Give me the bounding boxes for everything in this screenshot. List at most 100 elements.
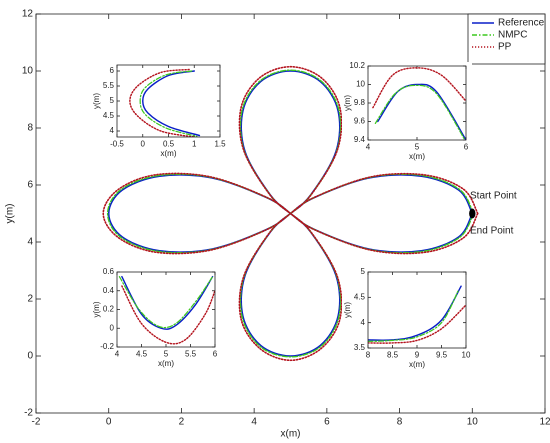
x-tick-label: 4 xyxy=(366,142,371,151)
y-tick-label: 0 xyxy=(27,351,33,362)
series-line xyxy=(118,276,214,329)
y-tick-label: 10 xyxy=(22,66,34,77)
legend-label: Reference xyxy=(498,18,545,29)
x-tick-label: 1.5 xyxy=(214,139,226,148)
x-axis-label: x(m) xyxy=(161,149,177,158)
series-line xyxy=(142,70,201,137)
lines xyxy=(129,68,201,137)
series-line xyxy=(368,289,460,343)
y-tick-label: 10.2 xyxy=(349,61,365,70)
x-tick-label: 1 xyxy=(192,139,197,148)
y-tick-label: 4 xyxy=(27,237,33,248)
lines xyxy=(372,67,466,140)
y-tick-label: 9.8 xyxy=(354,98,366,107)
plot-frame xyxy=(116,64,221,138)
annotation: End Point xyxy=(470,226,514,237)
y-tick-label: 0.2 xyxy=(103,305,115,314)
y-tick-label: 10 xyxy=(356,80,365,89)
lines xyxy=(368,285,466,344)
x-tick-label: 9 xyxy=(415,350,420,359)
series-line xyxy=(121,275,214,330)
series-line xyxy=(368,304,466,344)
y-axis-label: y(m) xyxy=(343,302,352,318)
x-tick-label: 5 xyxy=(415,142,420,151)
y-axis-label: y(m) xyxy=(343,95,352,111)
series-line xyxy=(374,84,466,140)
y-tick-label: 0 xyxy=(110,323,115,332)
x-tick-label: 0.5 xyxy=(163,139,175,148)
x-tick-label: 4.5 xyxy=(136,349,148,358)
x-tick-label: 10 xyxy=(462,350,471,359)
x-axis-label: x(m) xyxy=(281,429,301,440)
series-line xyxy=(121,285,215,345)
x-axis-label: x(m) xyxy=(409,152,425,161)
x-tick-label: 5 xyxy=(164,349,169,358)
inset-background xyxy=(342,268,472,370)
y-axis-label: y(m) xyxy=(92,93,101,109)
y-tick-label: 6 xyxy=(27,180,33,191)
plot-frame xyxy=(367,65,467,141)
inset-plot: 8 8.5 9 9.5 10 3.5 4 4.5 5 x(m) y(m) xyxy=(342,267,472,370)
series-line xyxy=(129,68,195,137)
y-axis-label: y(m) xyxy=(92,301,101,317)
y-tick-label: 12 xyxy=(22,9,34,20)
y-tick-label: -0.2 xyxy=(100,342,114,351)
legend-label: NMPC xyxy=(498,30,527,41)
plot-frame xyxy=(116,271,216,348)
y-tick-label: 0.6 xyxy=(103,267,115,276)
lines xyxy=(102,65,479,362)
y-tick-label: 4 xyxy=(361,318,366,327)
y-tick-label: 9.4 xyxy=(354,135,366,144)
x-axis-label: x(m) xyxy=(409,360,425,369)
series-line xyxy=(372,67,466,109)
inset-background xyxy=(91,268,221,369)
x-tick-label: 8.5 xyxy=(387,350,399,359)
lines xyxy=(118,275,215,345)
series-line xyxy=(139,70,198,137)
plot-frame xyxy=(367,271,467,349)
series-line xyxy=(368,285,462,341)
x-tick-label: 0 xyxy=(141,139,146,148)
x-tick-label: 0 xyxy=(106,417,112,428)
y-tick-label: 2 xyxy=(27,294,33,305)
y-tick-label: -2 xyxy=(24,408,33,419)
x-tick-label: 6 xyxy=(464,142,469,151)
y-tick-label: 5 xyxy=(110,96,115,105)
x-tick-label: 6 xyxy=(213,349,218,358)
y-tick-label: 5 xyxy=(361,267,366,276)
x-tick-label: 8 xyxy=(397,417,403,428)
x-tick-label: 10 xyxy=(467,417,479,428)
series-line xyxy=(377,83,466,140)
inset-plot: 4 5 6 9.4 9.6 9.8 10 10.2 x(m) y(m) xyxy=(342,61,472,162)
y-tick-label: 5.5 xyxy=(103,81,115,90)
y-tick-label: 4.5 xyxy=(103,111,115,120)
inset-plot: -0.5 0 0.5 1 1.5 4 4.5 5 5.5 6 x(m) y(m) xyxy=(91,61,226,159)
legend-label: PP xyxy=(498,42,512,53)
y-tick-label: 4.5 xyxy=(354,292,366,301)
x-tick-label: -0.5 xyxy=(110,139,124,148)
y-tick-label: 8 xyxy=(27,123,33,134)
x-axis-label: x(m) xyxy=(158,359,174,368)
plot-frame xyxy=(35,13,546,414)
y-tick-label: 0.4 xyxy=(103,286,115,295)
y-tick-label: 9.6 xyxy=(354,117,366,126)
x-tick-label: 12 xyxy=(539,417,550,428)
x-tick-label: 6 xyxy=(324,417,330,428)
x-tick-label: 4 xyxy=(251,417,257,428)
y-tick-label: 3.5 xyxy=(354,343,366,352)
x-tick-label: 9.5 xyxy=(436,350,448,359)
inset-background xyxy=(91,61,226,159)
x-tick-label: 5.5 xyxy=(185,349,197,358)
x-tick-label: 2 xyxy=(179,417,185,428)
inset-background xyxy=(342,62,472,162)
x-tick-label: 4 xyxy=(115,349,120,358)
y-tick-label: 6 xyxy=(110,66,115,75)
x-tick-label: 8 xyxy=(366,350,371,359)
y-axis-label: y(m) xyxy=(5,204,16,224)
start-marker xyxy=(469,208,476,219)
y-tick-label: 4 xyxy=(110,126,115,135)
annotation: Start Point xyxy=(470,191,517,202)
inset-plot: 4 4.5 5 5.5 6 -0.2 0 0.2 0.4 0.6 x(m) y(m) xyxy=(91,267,221,369)
